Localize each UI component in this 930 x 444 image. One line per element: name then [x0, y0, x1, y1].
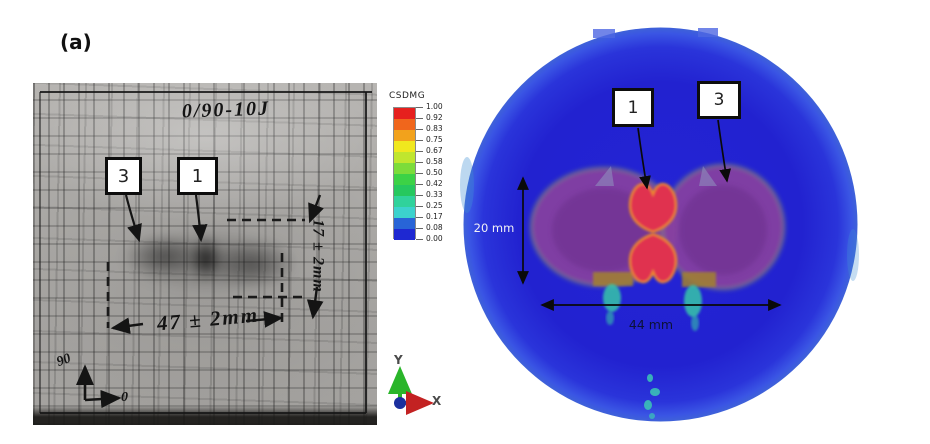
legend-tick: [416, 228, 423, 229]
damage-drip: [606, 311, 614, 325]
legend-tick: [416, 173, 423, 174]
callout-1-photo: 1: [177, 157, 218, 195]
legend-band: [394, 174, 415, 185]
legend-value: 0.83: [426, 124, 443, 133]
legend-tick: [416, 206, 423, 207]
rim-tint: [698, 28, 718, 37]
rim-tint: [847, 229, 859, 281]
photo-height-measure-label: 17 ± 2mm: [309, 219, 327, 293]
legend-band: [394, 119, 415, 130]
legend-band: [394, 185, 415, 196]
sim-width-measure-label: 44 mm: [628, 317, 674, 332]
cscan-photo: 0/90-10J 47 ± 2mm 17 ± 2mm 90 0 3 1: [33, 83, 377, 425]
legend-value: 0.50: [426, 168, 443, 177]
lobe-notch: [699, 166, 717, 186]
damage-patch: [682, 272, 716, 287]
legend-band: [394, 141, 415, 152]
legend-tick: [416, 217, 423, 218]
x-axis-label: X: [432, 394, 442, 408]
legend-band: [394, 130, 415, 141]
legend-band: [394, 108, 415, 119]
legend-value: 0.42: [426, 179, 443, 188]
legend-color-bar: [393, 107, 416, 240]
leader-arrow-callout-1: [192, 194, 208, 243]
photo-annotation-layer: [39, 91, 372, 414]
leader-arrow-sim-callout-1: [637, 127, 651, 190]
legend-value: 0.33: [426, 190, 443, 199]
legend-tick: [416, 195, 423, 196]
coordinate-triad: [388, 366, 434, 415]
legend-band: [394, 163, 415, 174]
lobe-inner-shade: [679, 185, 767, 275]
fiber-damage-core-bottom: [628, 232, 678, 284]
legend-value: 0.92: [426, 113, 443, 122]
panel-label: (a): [60, 30, 92, 54]
legend-band: [394, 152, 415, 163]
speckle: [644, 400, 652, 410]
leader-arrow-sim-callout-3: [717, 119, 732, 183]
legend-value: 0.00: [426, 234, 443, 243]
legend-value: 0.25: [426, 201, 443, 210]
legend-value: 1.00: [426, 102, 443, 111]
callout-3-sim-label: 3: [713, 90, 725, 110]
callout-1-photo-label: 1: [191, 165, 204, 187]
callout-3-sim: 3: [697, 81, 741, 119]
legend-tick: [416, 118, 423, 119]
y-axis-label: Y: [394, 353, 403, 367]
width-extent-arrow-right: [245, 311, 284, 328]
legend-tick: [416, 162, 423, 163]
callout-1-sim: 1: [612, 88, 654, 127]
damage-drip: [603, 284, 621, 312]
leader-arrow-callout-3: [124, 194, 142, 243]
legend-tick: [416, 184, 423, 185]
legend-tick: [416, 239, 423, 240]
fea-simulation-panel: [460, 27, 859, 422]
legend-tick: [416, 140, 423, 141]
callout-3-photo: 3: [105, 157, 142, 195]
legend-tick: [416, 107, 423, 108]
legend-band: [394, 218, 415, 229]
fiber-axis-0-label: 0: [121, 390, 128, 405]
width-extent-arrow-left: [110, 317, 144, 335]
rim-tint: [593, 29, 615, 38]
fiber-damage-core-top: [628, 182, 678, 234]
triad-origin-dot: [394, 397, 406, 409]
callout-1-sim-label: 1: [627, 97, 639, 118]
fiber-axis-0-arrow: [84, 389, 122, 409]
legend-tick: [416, 129, 423, 130]
legend-band: [394, 196, 415, 207]
legend-title: CSDMG: [389, 91, 426, 101]
callout-3-photo-label: 3: [117, 165, 130, 187]
damage-drip: [691, 315, 699, 331]
damage-patch: [593, 272, 633, 286]
lobe-notch: [595, 166, 614, 186]
legend-value: 0.08: [426, 223, 443, 232]
speckle: [649, 413, 655, 419]
legend-band: [394, 229, 415, 240]
legend-value: 0.67: [426, 146, 443, 155]
legend-band: [394, 207, 415, 218]
height-extent-arrow-top: [308, 194, 324, 224]
sim-height-measure-label: 20 mm: [473, 221, 515, 235]
damage-drip: [684, 285, 702, 317]
photo-bottom-band: [33, 407, 377, 425]
legend-value: 0.17: [426, 212, 443, 221]
speckle: [647, 374, 653, 382]
speckle: [650, 388, 660, 396]
legend-value: 0.75: [426, 135, 443, 144]
legend-value: 0.58: [426, 157, 443, 166]
legend-tick: [416, 151, 423, 152]
height-extent-arrow-bottom: [306, 286, 324, 320]
rim-tint: [460, 157, 474, 213]
contour-legend: CSDMG 1.00 0.92 0.83 0.75: [388, 90, 448, 260]
